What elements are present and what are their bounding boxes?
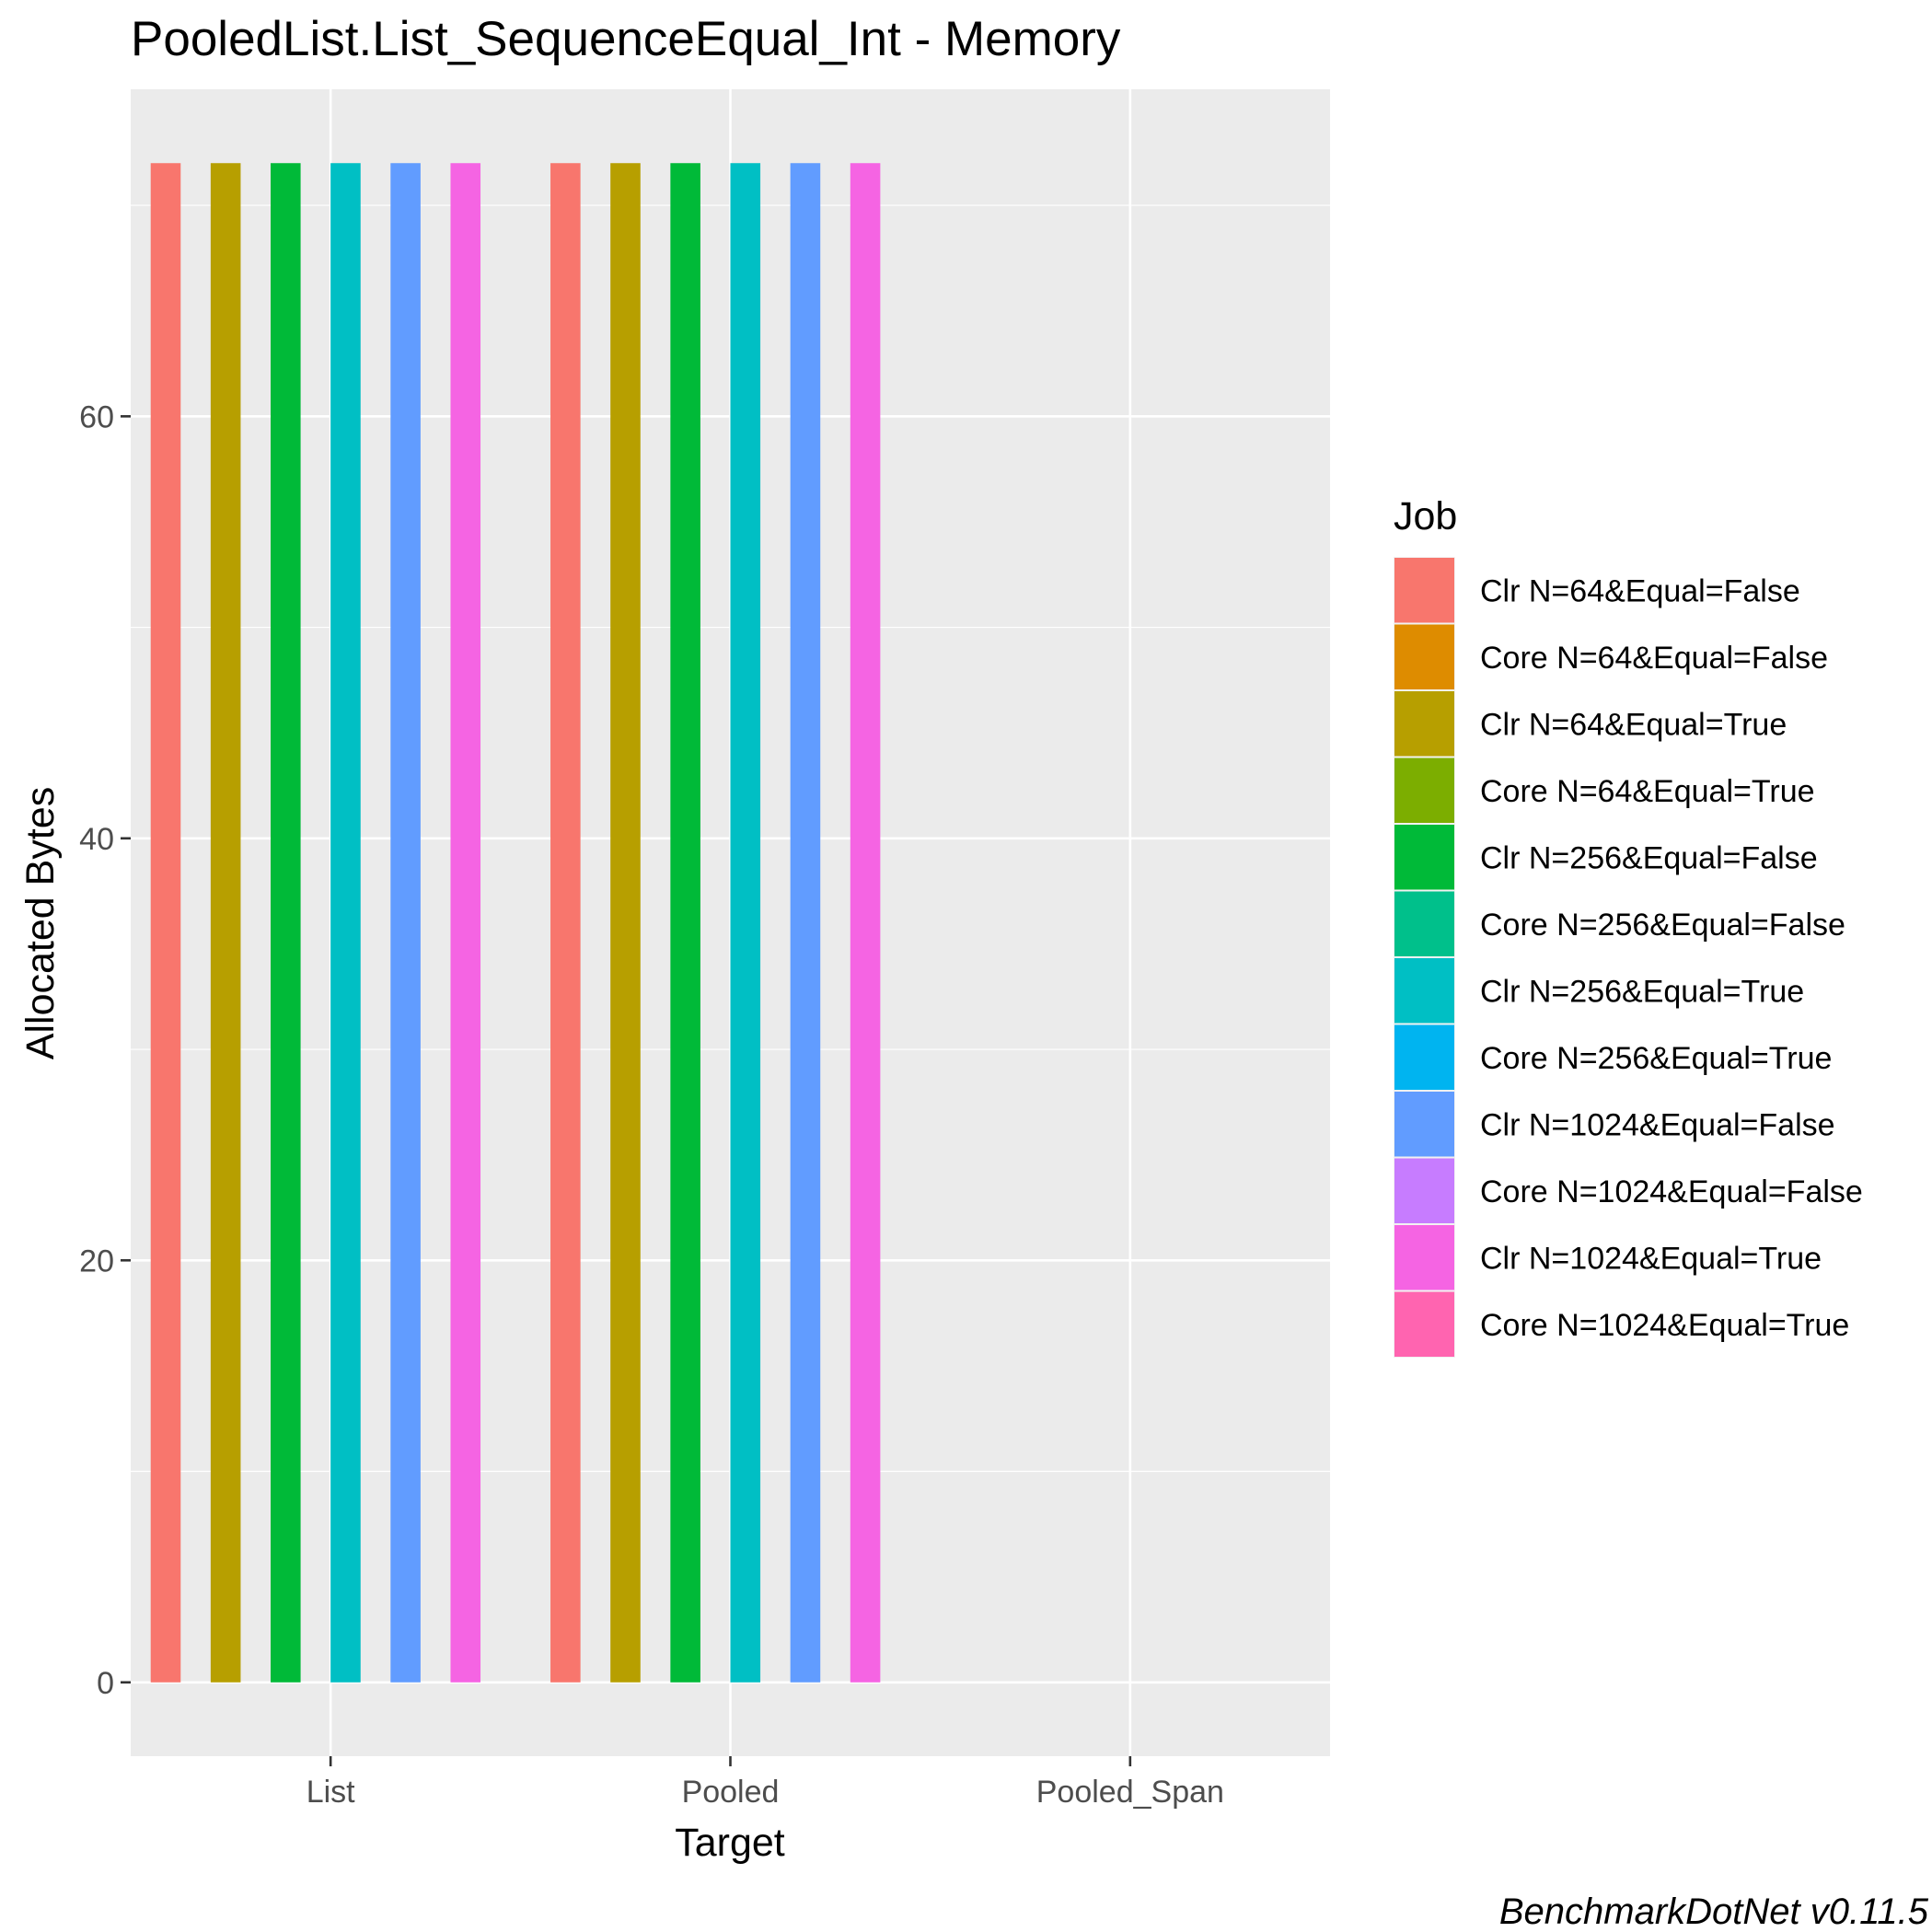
legend: Job Clr N=64&Equal=False Core N=64&Equal=… <box>1394 494 1863 1358</box>
x-tick-label: List <box>307 1775 355 1810</box>
bar <box>210 163 241 1683</box>
y-tick-label: 40 <box>79 822 114 857</box>
chart-title: PooledList.List_SequenceEqual_Int - Memo… <box>131 12 1121 66</box>
y-tick-label: 20 <box>79 1244 114 1278</box>
legend-label: Clr N=256&Equal=True <box>1480 974 1804 1009</box>
legend-label: Core N=64&Equal=True <box>1480 774 1815 809</box>
x-tick-label: Pooled <box>682 1775 780 1810</box>
legend-key <box>1394 891 1454 956</box>
legend-label: Core N=64&Equal=False <box>1480 641 1828 676</box>
y-tick-label: 0 <box>97 1666 114 1701</box>
bar <box>730 163 761 1683</box>
bar <box>850 163 881 1683</box>
bar <box>610 163 641 1683</box>
legend-title: Job <box>1394 494 1457 538</box>
bar <box>790 163 821 1683</box>
bar <box>450 163 481 1683</box>
legend-key <box>1394 1158 1454 1223</box>
bars <box>150 163 881 1683</box>
legend-key <box>1394 1092 1454 1157</box>
y-axis-title: Allocated Bytes <box>18 787 63 1059</box>
legend-key <box>1394 1024 1454 1090</box>
y-tick-label: 60 <box>79 399 114 434</box>
legend-key <box>1394 1291 1454 1357</box>
y-axis: 0 20 40 60 <box>79 399 131 1701</box>
legend-items: Clr N=64&Equal=False Core N=64&Equal=Fals… <box>1394 557 1863 1358</box>
legend-label: Clr N=1024&Equal=True <box>1480 1241 1822 1276</box>
bar <box>271 163 301 1683</box>
legend-label: Clr N=64&Equal=False <box>1480 573 1800 608</box>
legend-label: Core N=256&Equal=True <box>1480 1041 1832 1076</box>
legend-key <box>1394 1225 1454 1290</box>
x-axis-title: Target <box>675 1821 785 1865</box>
legend-label: Clr N=256&Equal=False <box>1480 840 1818 875</box>
legend-key <box>1394 958 1454 1024</box>
x-axis: List Pooled Pooled_Span <box>307 1756 1224 1810</box>
caption: BenchmarkDotNet v0.11.5 <box>1499 1892 1929 1932</box>
bar <box>330 163 361 1683</box>
legend-label: Core N=256&Equal=False <box>1480 908 1845 943</box>
legend-key <box>1394 558 1454 623</box>
legend-key <box>1394 758 1454 823</box>
legend-key <box>1394 825 1454 890</box>
legend-label: Core N=1024&Equal=False <box>1480 1174 1863 1209</box>
bar <box>550 163 581 1683</box>
legend-label: Core N=1024&Equal=True <box>1480 1308 1849 1343</box>
bar <box>670 163 700 1683</box>
bar <box>150 163 181 1683</box>
legend-key <box>1394 691 1454 757</box>
legend-label: Clr N=1024&Equal=False <box>1480 1107 1835 1142</box>
legend-label: Clr N=64&Equal=True <box>1480 707 1787 742</box>
x-tick-label: Pooled_Span <box>1036 1775 1224 1810</box>
bar <box>390 163 421 1683</box>
legend-key <box>1394 624 1454 689</box>
